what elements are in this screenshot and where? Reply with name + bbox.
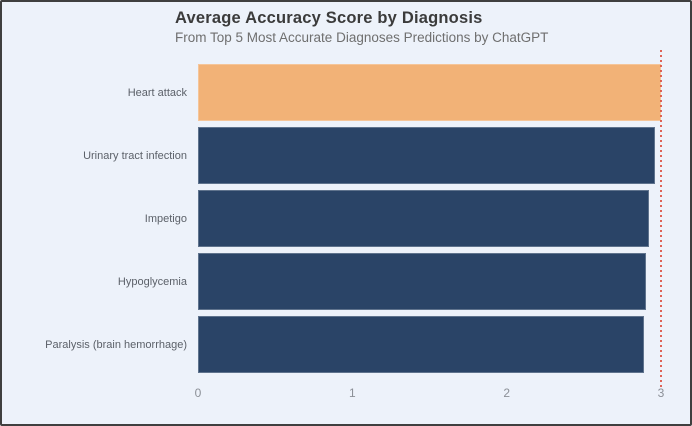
category-label-hypoglycemia: Hypoglycemia [117,275,187,288]
category-label-impetigo: Impetigo [144,212,187,225]
x-tick-label-0: 0 [194,386,202,400]
x-tick-label-3: 3 [657,386,665,400]
category-label-paralysis-brain-hemorrhage: Paralysis (brain hemorrhage) [45,338,187,351]
bar-row: Hypoglycemia [2,253,690,310]
bar-urinary-tract-infection [198,127,655,184]
bar-heart-attack [198,64,661,121]
bar-paralysis-brain-hemorrhage [198,316,645,373]
x-tick-label-2: 2 [503,386,510,400]
bar-row: Heart attack [2,64,690,121]
category-label-heart-attack: Heart attack [127,86,187,99]
x-tick-label-1: 1 [348,386,356,400]
bar-hypoglycemia [198,253,646,310]
bar-row: Impetigo [2,190,690,247]
x-axis: 0 1 2 3 [2,386,690,402]
plot-area: Heart attack Urinary tract infection Impet… [2,64,690,374]
category-label-urinary-tract-infection: Urinary tract infection [83,149,187,162]
bar-impetigo [198,190,649,247]
bar-row: Urinary tract infection [2,127,690,184]
max-score-reference-line [660,50,662,387]
chart-title: Average Accuracy Score by Diagnosis [175,9,483,27]
chart-subtitle: From Top 5 Most Accurate Diagnoses Predi… [175,30,549,45]
bar-row: Paralysis (brain hemorrhage) [2,316,690,373]
